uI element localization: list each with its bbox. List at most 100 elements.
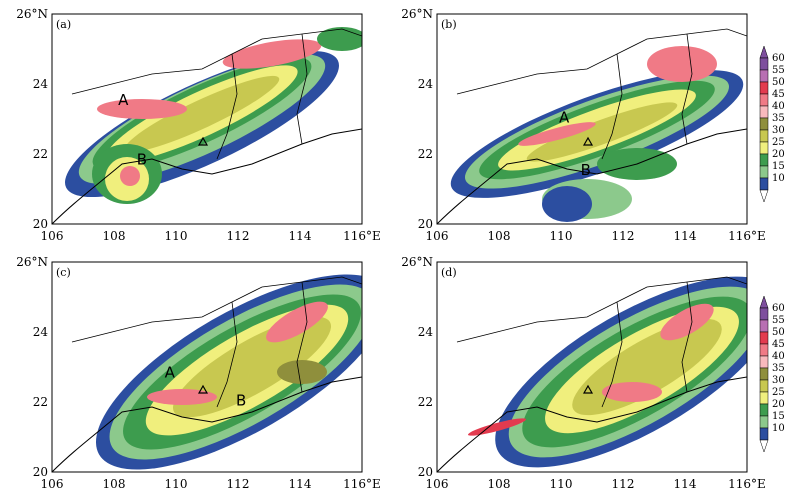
colorbar-swatch <box>759 427 769 441</box>
x-tick-label: 106 <box>41 229 64 243</box>
y-tick-label: 22 <box>418 147 433 161</box>
colorbar-label: 60 <box>772 53 785 64</box>
x-tick-label: 108 <box>103 477 126 491</box>
colorbar-swatch <box>759 355 769 369</box>
marker-b: B <box>137 151 147 169</box>
colorbar-label: 15 <box>772 411 785 422</box>
x-tick-label: 114 <box>289 477 312 491</box>
colorbar-swatch <box>759 403 769 417</box>
colorbar-swatch <box>759 391 769 405</box>
x-tick-label: 114 <box>674 229 697 243</box>
triangle-site-icon <box>582 136 594 146</box>
x-tick-label: 112 <box>227 229 250 243</box>
y-tick-label: 22 <box>33 147 48 161</box>
x-tick-label: 114 <box>674 477 697 491</box>
y-tick-label: 20 <box>33 217 48 231</box>
colorbar-label: 40 <box>772 101 785 112</box>
colorbar-label: 30 <box>772 375 785 386</box>
colorbar-swatch <box>759 69 769 83</box>
x-tick-label: 110 <box>550 229 573 243</box>
colorbar-min-arrow <box>759 189 769 203</box>
colorbar-label: 45 <box>772 339 785 350</box>
x-tick-label: 106 <box>426 477 449 491</box>
y-tick-label: 24 <box>33 325 49 339</box>
colorbar-label: 55 <box>772 315 785 326</box>
colorbar-swatch <box>759 105 769 119</box>
x-tick-label: 108 <box>488 229 511 243</box>
colorbar-label: 35 <box>772 363 785 374</box>
colorbar-swatch <box>759 153 769 167</box>
colorbar-label: 40 <box>772 351 785 362</box>
x-tick-label: 108 <box>103 229 126 243</box>
colorbar-label: 45 <box>772 89 785 100</box>
x-tick-label: 112 <box>612 477 635 491</box>
colorbar-swatch <box>759 117 769 131</box>
colorbar-swatch <box>759 177 769 191</box>
x-tick-label: 108 <box>488 477 511 491</box>
colorbar-swatch <box>759 93 769 107</box>
y-tick-label: 22 <box>33 395 48 409</box>
y-tick-label: 20 <box>33 465 48 479</box>
axis-ticks: 106 108 110 112 114 116°E 20 22 24 26°N 106 108 110 1… <box>16 7 766 491</box>
colorbar-swatch <box>759 343 769 357</box>
panel-a: (a) A B <box>51 13 363 225</box>
colorbar-label: 55 <box>772 65 785 76</box>
colorbar-label: 10 <box>772 423 785 434</box>
y-tick-label: 26°N <box>401 7 433 21</box>
panel-label: (d) <box>441 266 457 279</box>
marker-b: B <box>581 161 591 179</box>
panel-label: (c) <box>56 266 71 279</box>
echo-field-a <box>52 27 362 224</box>
x-tick-label: 116°E <box>343 477 381 491</box>
echo-field-d <box>437 276 747 472</box>
colorbar-max-arrow <box>759 45 769 59</box>
colorbar-label: 60 <box>772 303 785 314</box>
colorbar-max-arrow <box>759 295 769 309</box>
y-tick-label: 20 <box>418 217 433 231</box>
marker-b: B <box>236 392 246 410</box>
colorbar-min-arrow <box>759 439 769 453</box>
colorbar-label: 15 <box>772 161 785 172</box>
echo-field-c <box>52 274 362 472</box>
x-tick-label: 110 <box>165 477 188 491</box>
colorbar-swatch <box>759 57 769 71</box>
y-tick-label: 22 <box>418 395 433 409</box>
colorbar-swatch <box>759 129 769 143</box>
colorbar-swatch <box>759 319 769 333</box>
panel-label: (b) <box>441 18 457 31</box>
y-tick-label: 26°N <box>401 255 433 269</box>
colorbar-label: 30 <box>772 125 785 136</box>
x-tick-label: 110 <box>165 229 188 243</box>
colorbar-swatch <box>759 307 769 321</box>
x-tick-label: 116°E <box>728 229 766 243</box>
colorbar-label: 10 <box>772 173 785 184</box>
echo-field-b <box>437 28 747 224</box>
marker-a: A <box>165 364 176 382</box>
colorbar-label: 25 <box>772 137 785 148</box>
triangle-site-icon <box>582 384 594 394</box>
x-tick-label: 114 <box>289 229 312 243</box>
panel-b: (b) A B <box>436 13 748 225</box>
panel-label: (a) <box>56 18 71 31</box>
colorbar-swatch <box>759 165 769 179</box>
colorbar-label: 20 <box>772 399 785 410</box>
colorbar-label: 20 <box>772 149 785 160</box>
colorbar-label: 50 <box>772 77 785 88</box>
x-tick-label: 106 <box>41 477 64 491</box>
colorbar-label: 50 <box>772 327 785 338</box>
marker-a: A <box>559 109 570 127</box>
x-tick-label: 116°E <box>343 229 381 243</box>
colorbar-swatch <box>759 331 769 345</box>
colorbar-swatch <box>759 367 769 381</box>
x-tick-label: 110 <box>550 477 573 491</box>
y-tick-label: 26°N <box>16 7 48 21</box>
y-tick-label: 26°N <box>16 255 48 269</box>
marker-a: A <box>118 91 129 109</box>
y-tick-label: 24 <box>418 77 434 91</box>
x-tick-label: 116°E <box>728 477 766 491</box>
x-tick-label: 106 <box>426 229 449 243</box>
panel-d: (d) <box>436 261 748 473</box>
colorbar-label: 35 <box>772 113 785 124</box>
